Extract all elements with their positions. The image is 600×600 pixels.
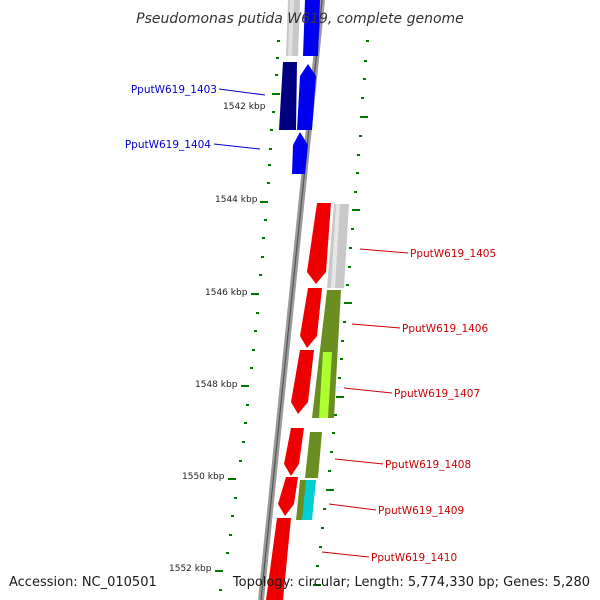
gene-labels: PputW619_1403 PputW619_1404 PputW619_140… (125, 84, 496, 564)
inner-tick-ring (215, 40, 280, 591)
gene-label-pputw619-1409[interactable]: PputW619_1409 (378, 505, 464, 517)
accession-label: Accession: NC_010501 (9, 575, 157, 590)
gene-label-pputw619-1407[interactable]: PputW619_1407 (394, 388, 480, 400)
gene-label-pputw619-1404[interactable]: PputW619_1404 (125, 139, 211, 151)
scale-label: 1548 kbp (195, 380, 238, 390)
scale-label: 1546 kbp (205, 288, 248, 298)
outer-tick-ring (313, 40, 369, 586)
gene-label-pputw619-1403[interactable]: PputW619_1403 (131, 84, 217, 96)
gene-pputw619-1404[interactable] (292, 132, 308, 174)
map-title: Pseudomonas putida W619, complete genome (136, 11, 464, 27)
scale-label: 1544 kbp (215, 195, 258, 205)
cog-track-top (286, 0, 320, 56)
gene-label-pputw619-1408[interactable]: PputW619_1408 (385, 459, 471, 471)
cog-track-right (296, 204, 349, 520)
gene-pputw619-1405[interactable] (307, 203, 331, 284)
label-leaders (213, 88, 409, 558)
gene-pputw619-1406[interactable] (300, 288, 322, 348)
gene-pputw619-1409[interactable] (278, 477, 298, 516)
scale-labels: 1542 kbp 1544 kbp 1546 kbp 1548 kbp 1550… (169, 102, 266, 574)
scale-label: 1550 kbp (182, 472, 225, 482)
gene-label-pputw619-1406[interactable]: PputW619_1406 (402, 323, 488, 335)
gene-pputw619-1410[interactable] (266, 518, 291, 600)
gene-pputw619-1403[interactable] (279, 62, 316, 130)
scale-label: 1552 kbp (169, 564, 212, 574)
gene-pputw619-1408[interactable] (284, 428, 304, 476)
gene-label-pputw619-1405[interactable]: PputW619_1405 (410, 248, 496, 260)
topology-label: Topology: circular; Length: 5,774,330 bp… (232, 575, 590, 590)
scale-label: 1542 kbp (223, 102, 266, 112)
gene-pputw619-1407[interactable] (291, 350, 314, 414)
gene-label-pputw619-1410[interactable]: PputW619_1410 (371, 552, 457, 564)
